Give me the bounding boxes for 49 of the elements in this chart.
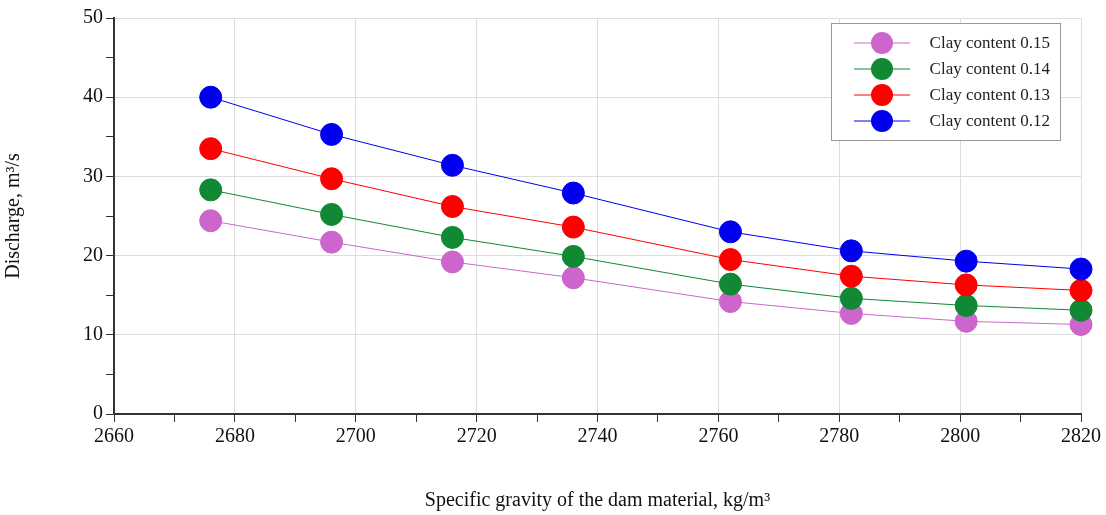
x-tick-label: 2680 — [214, 424, 255, 447]
point — [839, 239, 863, 263]
point — [199, 178, 223, 202]
point — [561, 266, 585, 290]
point — [718, 272, 742, 296]
point — [718, 220, 742, 244]
point — [440, 250, 464, 274]
point — [954, 273, 978, 297]
y-axis-title: Discharge, m³/s — [1, 152, 25, 279]
x-axis-title: Specific gravity of the dam material, kg/m³ — [424, 488, 771, 512]
x-tick-label: 2760 — [698, 424, 739, 447]
point — [561, 215, 585, 239]
point — [320, 202, 344, 226]
x-tick-label: 2800 — [940, 424, 981, 447]
point — [1069, 298, 1093, 322]
point — [440, 195, 464, 218]
point — [320, 167, 344, 191]
x-tick-label: 2700 — [335, 424, 376, 447]
point — [440, 225, 464, 249]
point — [839, 264, 863, 288]
point — [1069, 257, 1093, 281]
point — [199, 137, 223, 161]
point — [954, 294, 978, 317]
point — [199, 209, 223, 233]
y-tick-label: 0 — [93, 401, 103, 424]
x-tick-label: 2740 — [577, 424, 618, 447]
point — [839, 286, 863, 310]
legend-label: Clay content 0.13 — [929, 85, 1050, 105]
y-tick-label: 30 — [83, 163, 103, 186]
x-tick-label: 2720 — [456, 424, 497, 447]
x-tick-label: 2820 — [1061, 424, 1101, 447]
x-tick-label: 2660 — [94, 424, 134, 447]
point — [954, 249, 978, 273]
point — [1069, 278, 1093, 302]
point — [718, 248, 742, 272]
y-tick-label: 20 — [83, 242, 103, 265]
legend-label: Clay content 0.12 — [929, 111, 1050, 131]
x-tick-label: 2780 — [819, 424, 860, 447]
legend-label: Clay content 0.15 — [929, 33, 1050, 53]
point — [561, 181, 585, 205]
point — [320, 230, 344, 254]
y-tick-label: 40 — [83, 84, 103, 107]
legend-label: Clay content 0.14 — [929, 59, 1050, 79]
point — [199, 85, 223, 109]
point — [440, 153, 464, 177]
y-tick-label: 50 — [83, 5, 103, 28]
point — [561, 244, 585, 268]
point — [320, 122, 344, 146]
y-tick-label: 10 — [83, 322, 103, 345]
